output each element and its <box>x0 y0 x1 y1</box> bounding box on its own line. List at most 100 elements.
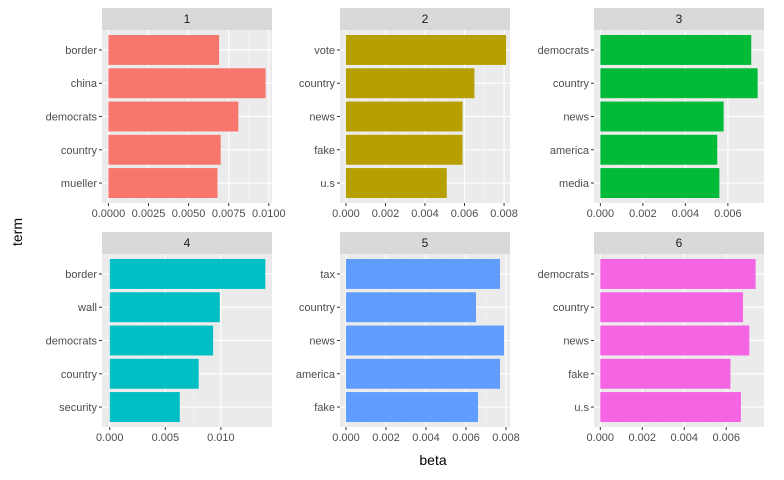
facet-panel-5: 5 tax country news america fake 0.000 0.002 0.00… <box>296 232 520 444</box>
y-tick-label: america <box>296 369 336 381</box>
bar <box>108 68 266 99</box>
y-tick-label: security <box>59 402 97 414</box>
y-tick-label: democrats <box>538 269 590 281</box>
facet-panel-2: 2 vote country news fake u.s 0.000 0.002 0.004 0.… <box>299 8 518 220</box>
y-tick-label: wall <box>77 302 97 314</box>
facet-strip-label: 2 <box>422 12 429 26</box>
bar <box>346 358 500 389</box>
y-tick-label: u.s <box>320 178 335 190</box>
bar <box>109 392 180 423</box>
y-tick-label: democrats <box>46 336 98 348</box>
x-tick-label: 0.008 <box>492 432 520 444</box>
bar <box>108 134 221 165</box>
y-tick-label: country <box>553 78 590 90</box>
x-tick-label: 0.000 <box>587 432 615 444</box>
y-tick-label: country <box>553 302 590 314</box>
bar <box>109 292 220 323</box>
bar <box>600 168 720 199</box>
x-tick-label: 0.0025 <box>132 208 166 220</box>
x-tick-label: 0.004 <box>412 432 440 444</box>
bar <box>345 34 507 65</box>
bar <box>600 292 744 323</box>
bar <box>600 325 750 356</box>
bar <box>600 134 718 165</box>
bar <box>109 325 214 356</box>
x-tick-label: 0.000 <box>332 208 360 220</box>
bar <box>345 168 447 199</box>
bar <box>346 392 478 423</box>
y-tick-label: democrats <box>46 112 98 124</box>
facet-panel-4: 4 border wall democrats country security 0.000… <box>46 232 272 444</box>
y-tick-label: news <box>309 336 335 348</box>
bar <box>346 325 504 356</box>
y-tick-label: america <box>550 145 590 157</box>
bar <box>109 358 199 389</box>
y-tick-label: news <box>563 336 589 348</box>
facet-strip <box>594 8 764 30</box>
x-tick-label: 0.0075 <box>212 208 246 220</box>
x-tick-label: 0.006 <box>712 432 740 444</box>
x-tick-label: 0.006 <box>451 208 479 220</box>
facet-panel-1: 1 border china democrats country mueller 0.000… <box>46 8 286 220</box>
y-tick-label: tax <box>320 269 335 281</box>
bar <box>600 392 741 423</box>
facet-strip <box>594 232 764 254</box>
x-tick-label: 0.005 <box>152 432 180 444</box>
facet-strip <box>340 8 510 30</box>
bar <box>345 134 463 165</box>
bar <box>600 34 752 65</box>
x-tick-label: 0.000 <box>332 432 360 444</box>
x-tick-label: 0.008 <box>490 208 518 220</box>
bar <box>346 258 500 289</box>
x-tick-label: 0.002 <box>372 208 400 220</box>
facet-strip-label: 5 <box>422 236 429 250</box>
y-tick-label: country <box>299 302 336 314</box>
bar <box>108 168 218 199</box>
x-tick-label: 0.006 <box>452 432 480 444</box>
x-tick-label: 0.0100 <box>252 208 286 220</box>
bar <box>600 68 758 99</box>
facet-strip <box>340 232 510 254</box>
x-tick-label: 0.004 <box>672 208 700 220</box>
bar <box>108 101 239 132</box>
x-tick-label: 0.000 <box>587 208 615 220</box>
y-tick-label: mueller <box>61 178 97 190</box>
bar <box>108 34 220 65</box>
y-tick-label: country <box>299 78 336 90</box>
facet-panel-6: 6 democrats country news fake u.s 0.000 0.002 0.… <box>538 232 764 444</box>
x-tick-label: 0.010 <box>207 432 235 444</box>
y-tick-label: border <box>65 269 97 281</box>
facet-strip <box>102 8 272 30</box>
y-tick-label: u.s <box>574 402 589 414</box>
y-tick-label: democrats <box>538 45 590 57</box>
y-tick-label: fake <box>314 145 335 157</box>
y-tick-label: news <box>309 112 335 124</box>
y-tick-label: china <box>71 78 98 90</box>
facet-strip-label: 1 <box>184 12 191 26</box>
y-tick-label: vote <box>314 45 335 57</box>
facet-strip-label: 6 <box>676 236 683 250</box>
x-tick-label: 0.004 <box>411 208 439 220</box>
x-tick-label: 0.000 <box>96 432 124 444</box>
x-tick-label: 0.002 <box>629 432 657 444</box>
x-tick-label: 0.004 <box>670 432 698 444</box>
y-tick-label: border <box>65 45 97 57</box>
bar <box>109 258 266 289</box>
x-tick-label: 0.006 <box>714 208 742 220</box>
bar <box>346 292 476 323</box>
y-tick-label: media <box>559 178 590 190</box>
bar <box>345 101 463 132</box>
y-tick-label: news <box>563 112 589 124</box>
y-tick-label: country <box>61 369 98 381</box>
x-tick-label: 0.0000 <box>92 208 126 220</box>
x-tick-label: 0.002 <box>372 432 400 444</box>
facet-panel-3: 3 democrats country news america media 0.000 0.… <box>538 8 764 220</box>
bar <box>600 358 731 389</box>
facet-strip <box>102 232 272 254</box>
facet-strip-label: 4 <box>184 236 191 250</box>
facet-strip-label: 3 <box>676 12 683 26</box>
bar <box>345 68 475 99</box>
bar <box>600 101 724 132</box>
x-tick-label: 0.0050 <box>172 208 206 220</box>
